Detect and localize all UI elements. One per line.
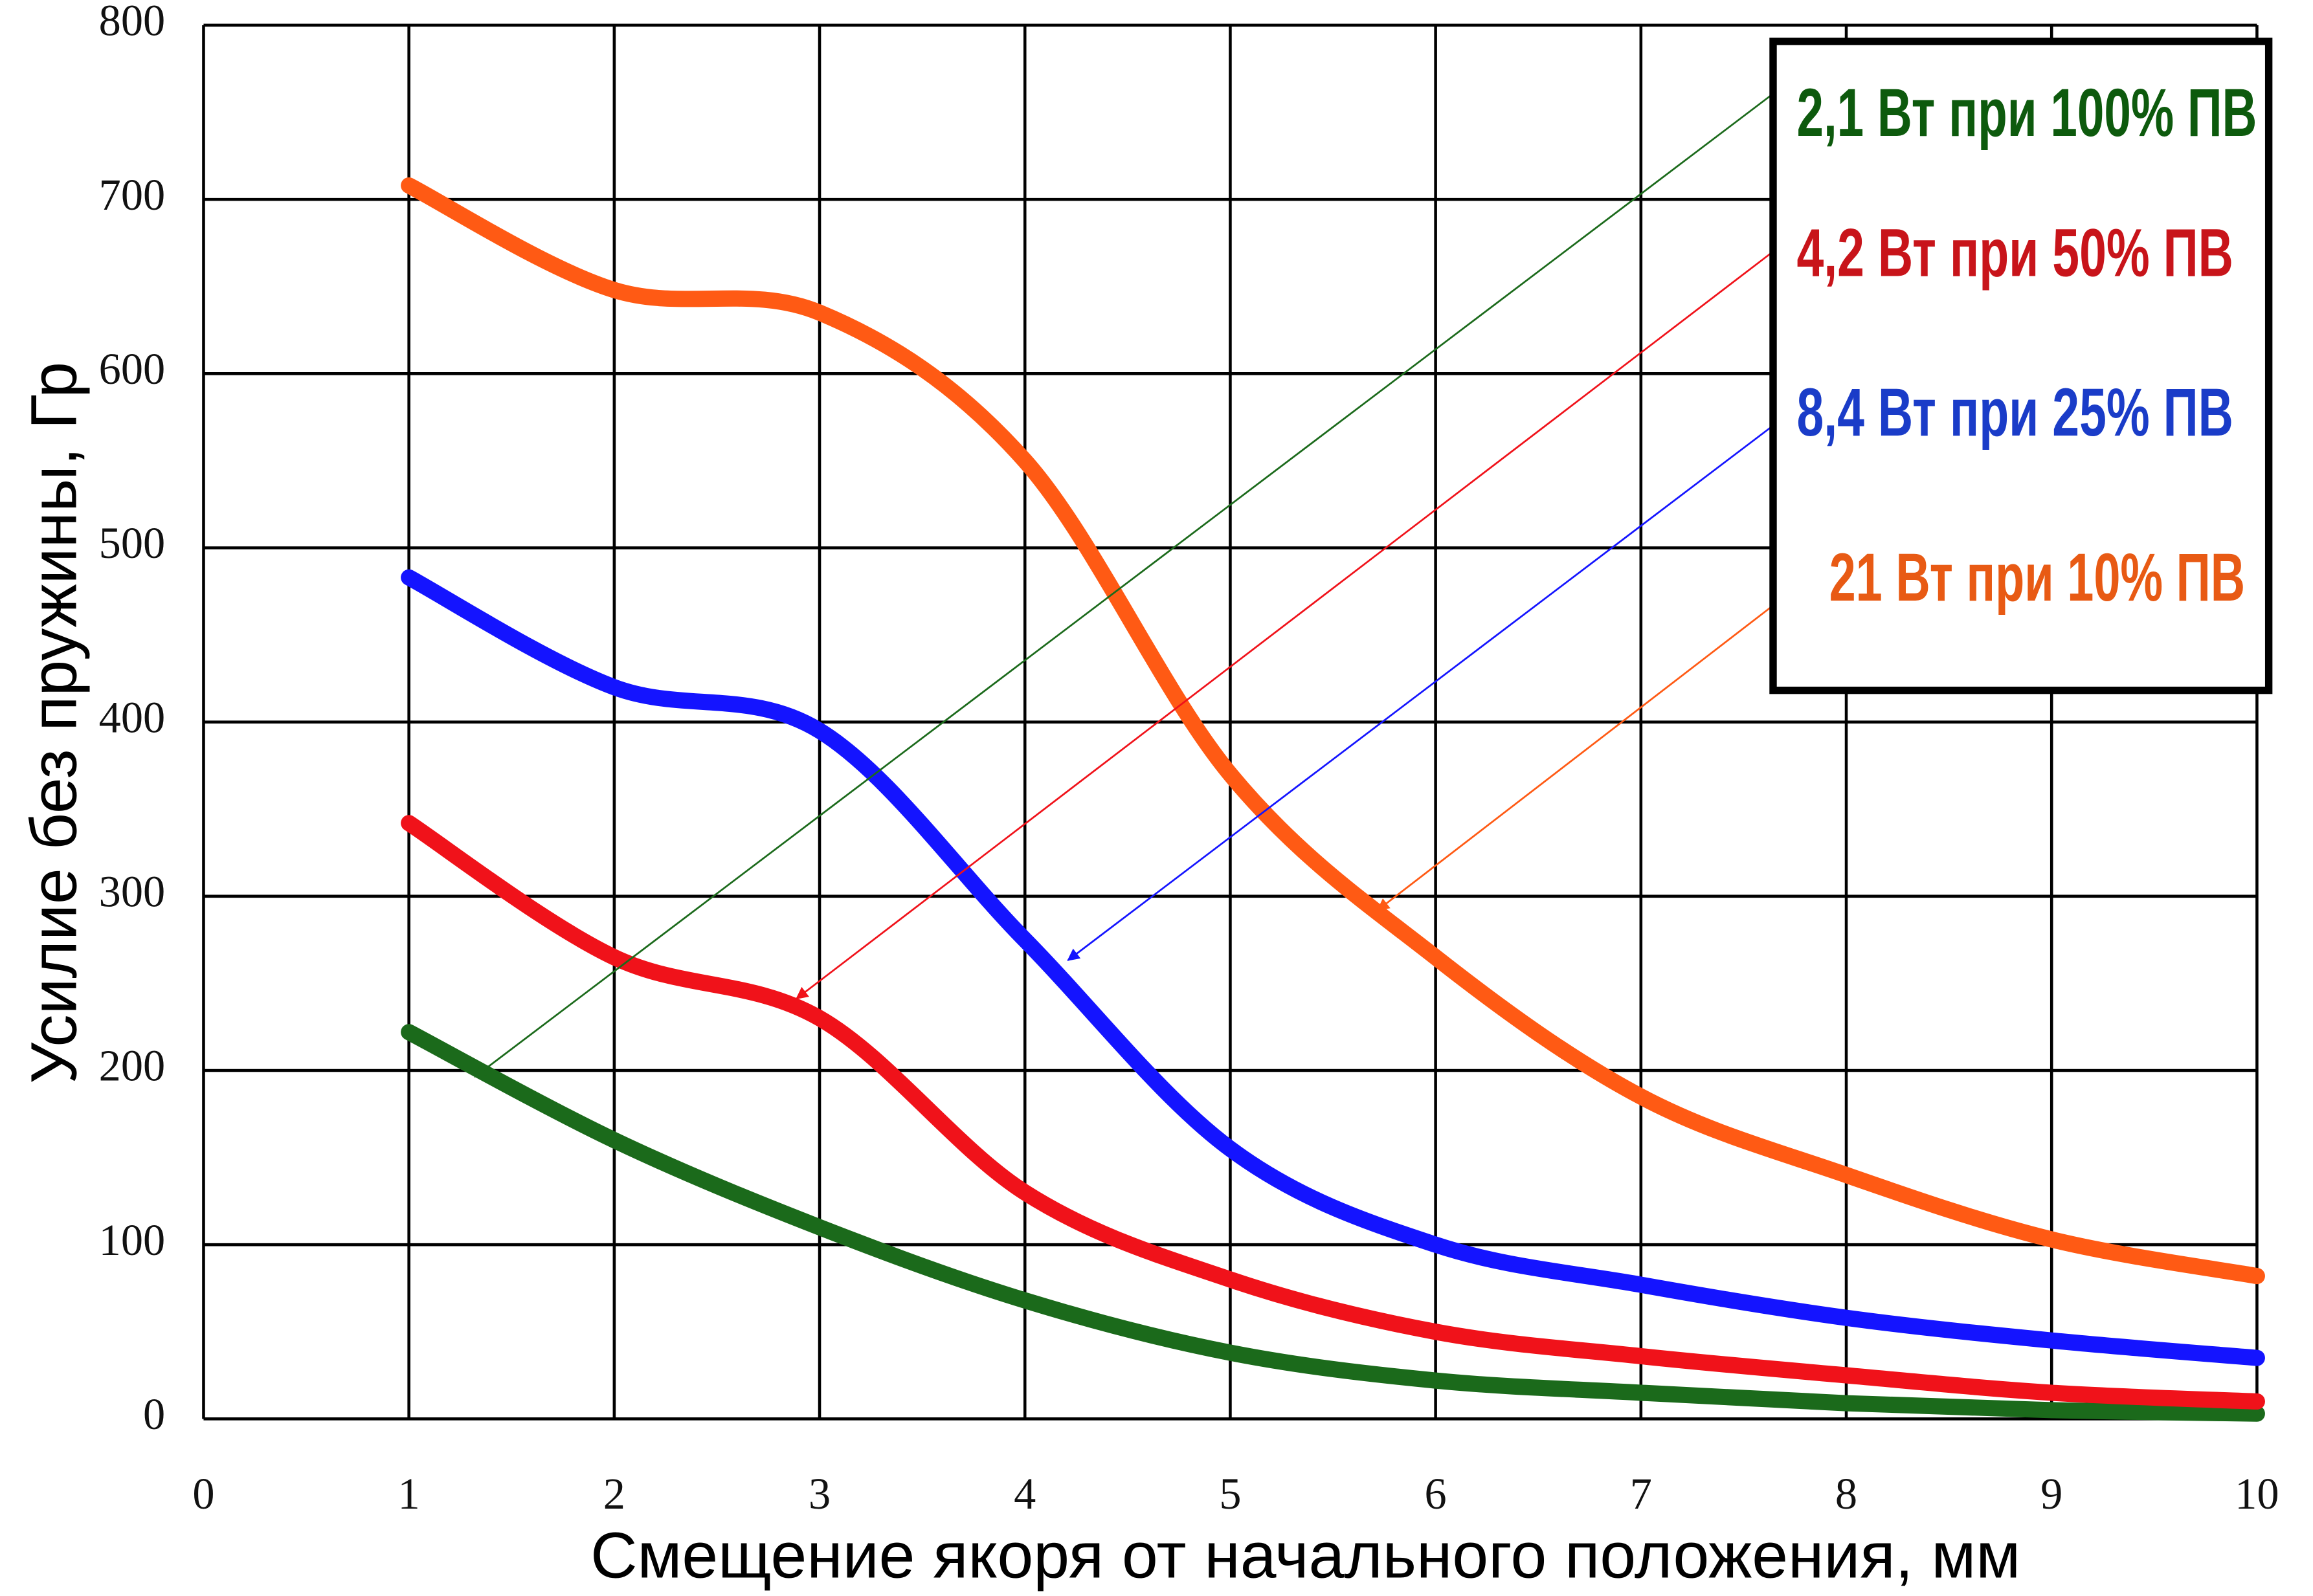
x-tick-label: 10 <box>2235 1469 2279 1518</box>
y-tick-label: 500 <box>99 518 166 568</box>
pointer-arrow <box>1376 606 1771 911</box>
y-axis-title: Усилие без пружины, Гр <box>18 362 91 1084</box>
y-tick-label: 400 <box>99 693 166 742</box>
series-line <box>401 569 2265 1366</box>
y-tick-label: 0 <box>143 1390 165 1439</box>
legend-label: 4,2 Вт при 50% ПВ <box>1796 216 2233 291</box>
y-tick-label: 300 <box>99 867 166 916</box>
x-tick-label: 6 <box>1425 1469 1447 1518</box>
series-line <box>401 1024 2265 1422</box>
pointer-arrow <box>474 95 1771 1078</box>
y-tick-label: 600 <box>99 344 166 393</box>
x-tick-label: 2 <box>603 1469 625 1518</box>
legend-box <box>1769 38 2273 694</box>
legend-label: 21 Вт при 10% ПВ <box>1829 540 2246 615</box>
x-axis-title: Смещение якоря от начального положения, … <box>590 1520 2020 1592</box>
x-tick-label: 7 <box>1630 1469 1652 1518</box>
legend-label: 2,1 Вт при 100% ПВ <box>1796 75 2257 151</box>
x-tick-label: 8 <box>1835 1469 1857 1518</box>
x-tick-label: 9 <box>2040 1469 2062 1518</box>
pointer-arrow <box>795 253 1771 1000</box>
x-tick-label: 0 <box>192 1469 214 1518</box>
legend: 2,1 Вт при 100% ПВ 4,2 Вт при 50% ПВ 8,4 В… <box>1796 75 2257 615</box>
x-tick-label: 1 <box>398 1469 420 1518</box>
arrows <box>474 95 1771 1078</box>
series-line <box>401 815 2265 1410</box>
y-tick-label: 100 <box>99 1215 166 1265</box>
y-tick-label: 800 <box>99 0 166 45</box>
legend-label: 8,4 Вт при 25% ПВ <box>1796 375 2233 450</box>
x-tick-label: 5 <box>1219 1469 1241 1518</box>
x-tick-label: 4 <box>1014 1469 1036 1518</box>
series-line <box>401 177 2265 1285</box>
y-tick-label: 700 <box>99 170 166 219</box>
x-tick-label: 3 <box>809 1469 831 1518</box>
pointer-arrow <box>1067 427 1771 961</box>
lines <box>401 177 2265 1422</box>
y-tick-label: 200 <box>99 1041 166 1091</box>
